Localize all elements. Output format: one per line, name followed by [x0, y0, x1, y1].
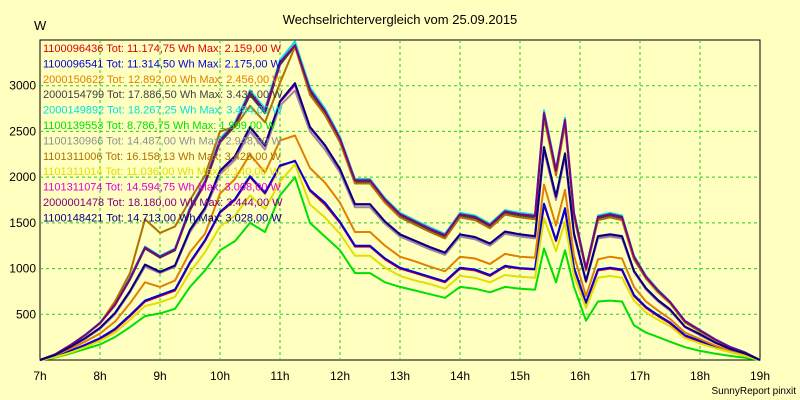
y-tick-label: 2500	[9, 124, 36, 138]
x-tick-label: 16h	[570, 369, 590, 383]
x-tick-label: 7h	[33, 369, 46, 383]
y-tick-label: 500	[16, 307, 36, 321]
y-tick-label: 1500	[9, 216, 36, 230]
series-line-11	[39, 82, 761, 361]
chart-title: Wechselrichtervergleich vom 25.09.2015	[283, 12, 518, 27]
y-axis-ticks: 500 1000 1500 2000 2500 3000	[9, 79, 36, 322]
x-tick-label: 8h	[93, 369, 106, 383]
legend: 1100096436 Tot: 11.174,75 Wh Max: 2.159,…	[43, 43, 283, 224]
x-tick-label: 19h	[750, 369, 770, 383]
legend-entry: 1101311006 Tot: 16.158,13 Wh Max: 3.428,…	[43, 151, 282, 163]
legend-entry: 1100096436 Tot: 11.174,75 Wh Max: 2.159,…	[43, 43, 282, 55]
x-tick-label: 11h	[270, 369, 289, 383]
legend-entry: 1101311074 Tot: 14.594,75 Wh Max: 3.008,…	[43, 182, 282, 194]
x-axis-ticks: 7h 8h 9h 10h 11h 12h 13h 14h 15h 16h 17h 18h 19h	[33, 369, 770, 383]
series-lines	[39, 40, 761, 361]
y-tick-label: 2000	[9, 170, 36, 184]
x-tick-label: 13h	[390, 369, 410, 383]
legend-entry: 2000150622 Tot: 12.892,00 Wh Max: 2.456,…	[43, 74, 283, 86]
series-line-10	[39, 44, 761, 361]
x-tick-label: 15h	[510, 369, 530, 383]
x-tick-label: 14h	[450, 369, 470, 383]
legend-entry: 2000154799 Tot: 17.886,50 Wh Max: 3.436,…	[43, 89, 283, 101]
series-line-7	[39, 45, 761, 361]
legend-entry: 1100148421 Tot: 14.713,00 Wh Max: 3.028,…	[43, 212, 282, 224]
series-line-2	[39, 134, 761, 361]
series-line-1	[39, 160, 761, 361]
legend-entry: 1101311014 Tot: 11.036,00 Wh Max: 2.140,…	[43, 166, 281, 178]
y-tick-label: 1000	[9, 262, 36, 276]
x-tick-label: 9h	[153, 369, 166, 383]
legend-entry: 2000149892 Tot: 18.267,25 Wh Max: 3.484,…	[43, 105, 283, 117]
legend-entry: 2000001478 Tot: 18.180,00 Wh Max: 3.444,…	[43, 197, 283, 209]
x-tick-label: 17h	[630, 369, 650, 383]
series-line-8	[39, 163, 761, 361]
x-tick-label: 18h	[690, 369, 710, 383]
x-tick-label: 10h	[210, 369, 230, 383]
legend-entry: 1100139553 Tot: 8.786,75 Wh Max: 1.999,0…	[43, 120, 276, 132]
y-axis-unit: W	[34, 18, 47, 33]
legend-entry: 1100096541 Tot: 11.314,50 Wh Max: 2.175,…	[43, 58, 282, 70]
legend-entry: 1100130966 Tot: 14.487,00 Wh Max: 2.948,…	[43, 135, 282, 147]
series-line-5	[39, 176, 761, 361]
y-tick-label: 3000	[9, 79, 36, 93]
x-tick-label: 12h	[330, 369, 350, 383]
footer-credit: SunnyReport pinxit	[712, 386, 797, 397]
